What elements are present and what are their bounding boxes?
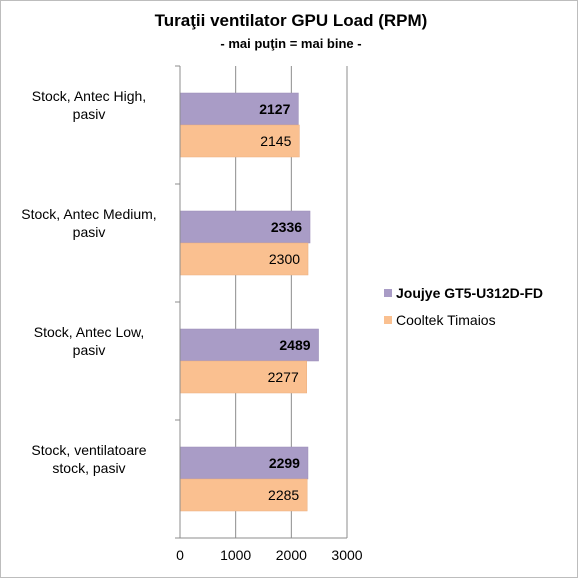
bar-value-label: 2277 <box>268 369 299 385</box>
category-label: Stock, Antec High, <box>32 88 146 104</box>
legend-label: Cooltek Timaios <box>396 312 496 328</box>
bar-value-label: 2285 <box>268 487 299 503</box>
bar-joujye <box>179 210 311 244</box>
data-labels: 2127 2145 2336 2300 2489 2277 2299 2285 <box>259 101 311 503</box>
legend-swatch <box>384 316 392 324</box>
legend-label: Joujye GT5-U312D-FD <box>396 285 543 301</box>
category-label: pasiv <box>73 106 106 122</box>
bar-joujye <box>179 446 309 480</box>
category-label: Stock, ventilatoare <box>31 442 146 458</box>
chart-title: Turaţii ventilator GPU Load (RPM) <box>155 11 428 30</box>
bar-value-label: 2127 <box>259 101 290 117</box>
category-label: Stock, Antec Low, <box>34 324 145 340</box>
category-label: Stock, Antec Medium, <box>21 206 156 222</box>
axes: 0 1000 2000 3000 Stock, Antec High, pasiv Stoc… <box>21 65 363 563</box>
bar-value-label: 2489 <box>279 337 310 353</box>
bar-value-label: 2145 <box>260 133 291 149</box>
bar-value-label: 2299 <box>269 455 300 471</box>
chart-subtitle: - mai puţin = mai bine - <box>220 36 361 51</box>
bar-cooltek <box>179 242 309 276</box>
bar-cooltek <box>179 360 308 394</box>
category-label: pasiv <box>73 224 106 240</box>
category-label: stock, pasiv <box>52 460 125 476</box>
x-tick-label: 0 <box>176 547 184 563</box>
bar-joujye <box>179 92 299 126</box>
bar-cooltek <box>179 124 300 158</box>
bar-value-label: 2300 <box>269 251 300 267</box>
x-tick-label: 2000 <box>276 547 307 563</box>
bar-value-label: 2336 <box>271 219 302 235</box>
bars <box>179 92 319 512</box>
x-tick-label: 3000 <box>331 547 362 563</box>
legend-swatch <box>384 289 392 297</box>
x-tick-label: 1000 <box>220 547 251 563</box>
category-label: pasiv <box>73 342 106 358</box>
legend: Joujye GT5-U312D-FD Cooltek Timaios <box>384 285 543 328</box>
